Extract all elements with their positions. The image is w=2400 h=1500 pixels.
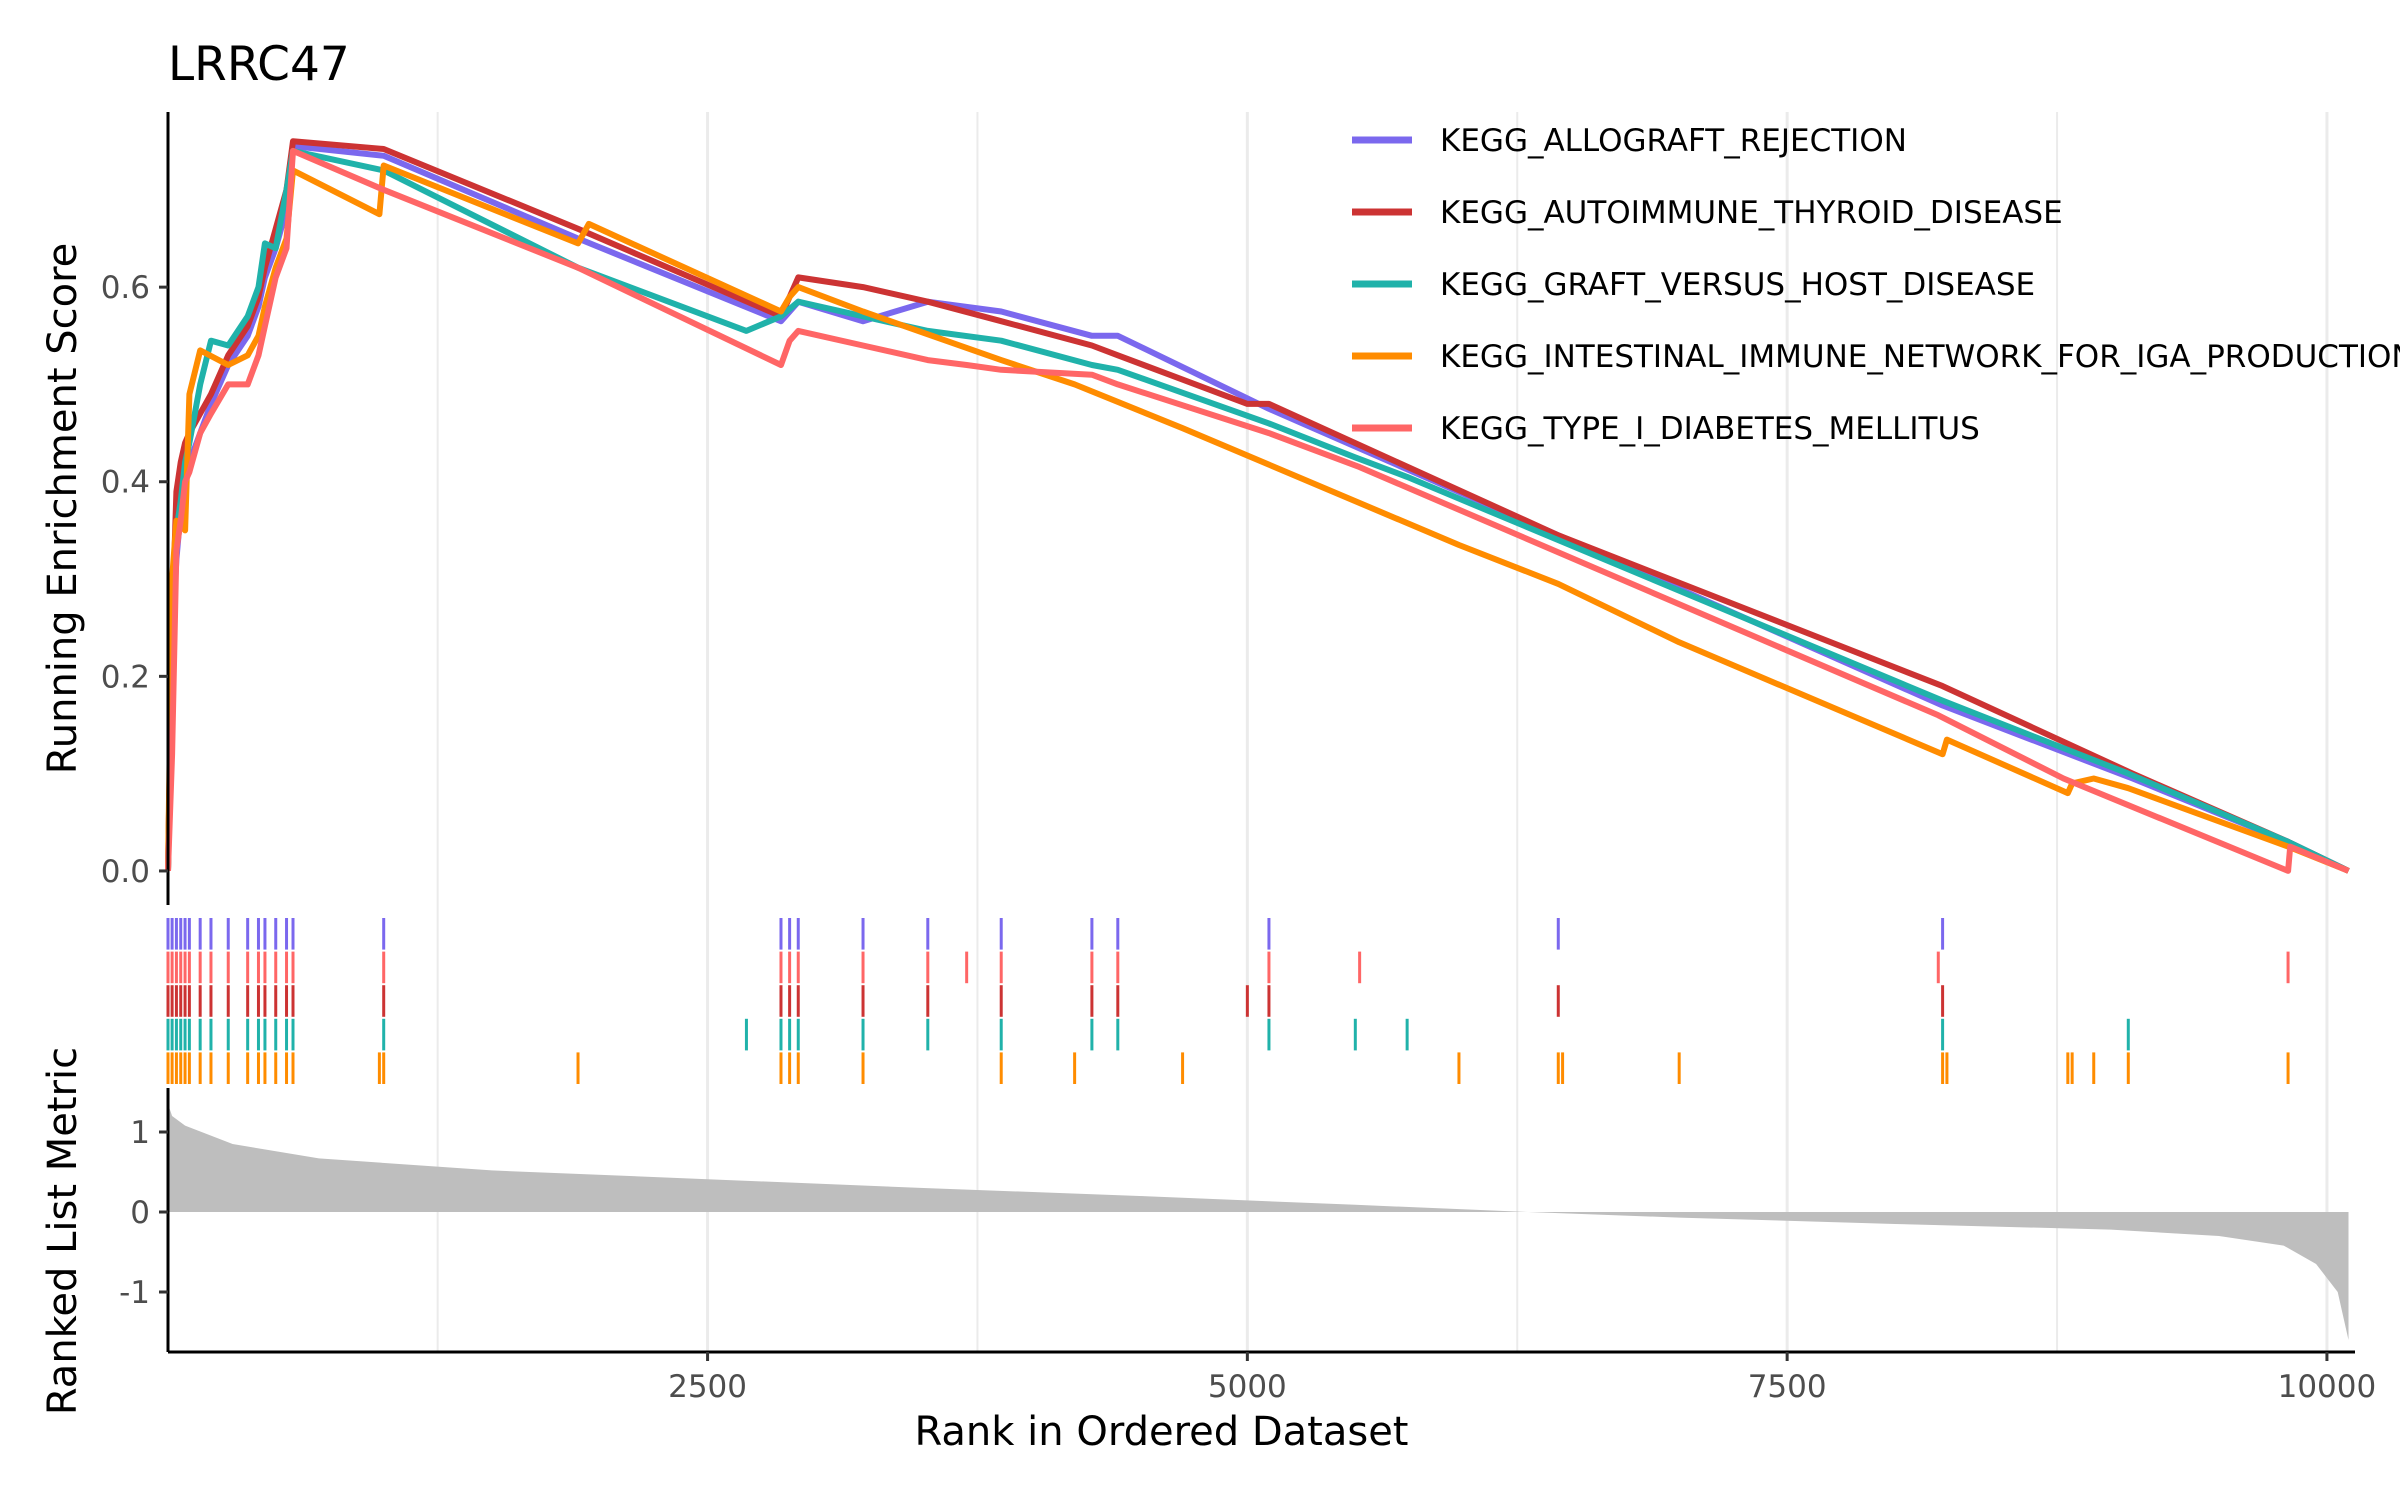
series-line [165,162,2350,874]
series-line [165,138,2350,874]
y-tick-label: 1 [130,1115,150,1151]
tick-labels: 0.0 0.2 0.4 0.6 1 0 -1 2500 5000 7500 10000 [101,270,2377,1405]
series-line [165,147,2350,874]
metric-area [168,1104,2349,1340]
grid-lines [436,112,2329,1352]
series-line [165,147,2350,874]
y-tick-label: 0.6 [101,270,150,306]
x-axis-title: Rank in Ordered Dataset [915,1409,1409,1455]
legend-label: KEGG_TYPE_I_DIABETES_MELLITUS [1440,411,1980,447]
legend-label: KEGG_ALLOGRAFT_REJECTION [1440,123,1907,159]
x-tick-label: 10000 [2278,1369,2377,1405]
legend: KEGG_ALLOGRAFT_REJECTION KEGG_AUTOIMMUNE_… [1352,123,2400,447]
ranked-metric-area [168,1104,2349,1340]
x-tick-label: 2500 [668,1369,747,1405]
series-line [165,143,2350,874]
y-tick-label: 0.4 [101,465,150,501]
y-tick-label: 0 [130,1195,150,1231]
chart-title: LRRC47 [168,37,350,92]
legend-label: KEGG_AUTOIMMUNE_THYROID_DISEASE [1440,195,2063,231]
y-axis-title-top: Running Enrichment Score [40,243,86,775]
x-tick-label: 5000 [1208,1369,1287,1405]
y-axis-title-bottom: Ranked List Metric [40,1047,86,1415]
y-tick-label: 0.0 [101,854,150,890]
y-tick-label: 0.2 [101,659,150,695]
enrichment-lines [165,138,2350,874]
x-tick-label: 7500 [1748,1369,1827,1405]
y-tick-label: -1 [119,1275,150,1311]
hit-markers [166,918,2290,1084]
legend-label: KEGG_GRAFT_VERSUS_HOST_DISEASE [1440,267,2035,303]
legend-label: KEGG_INTESTINAL_IMMUNE_NETWORK_FOR_IGA_P… [1440,339,2400,375]
